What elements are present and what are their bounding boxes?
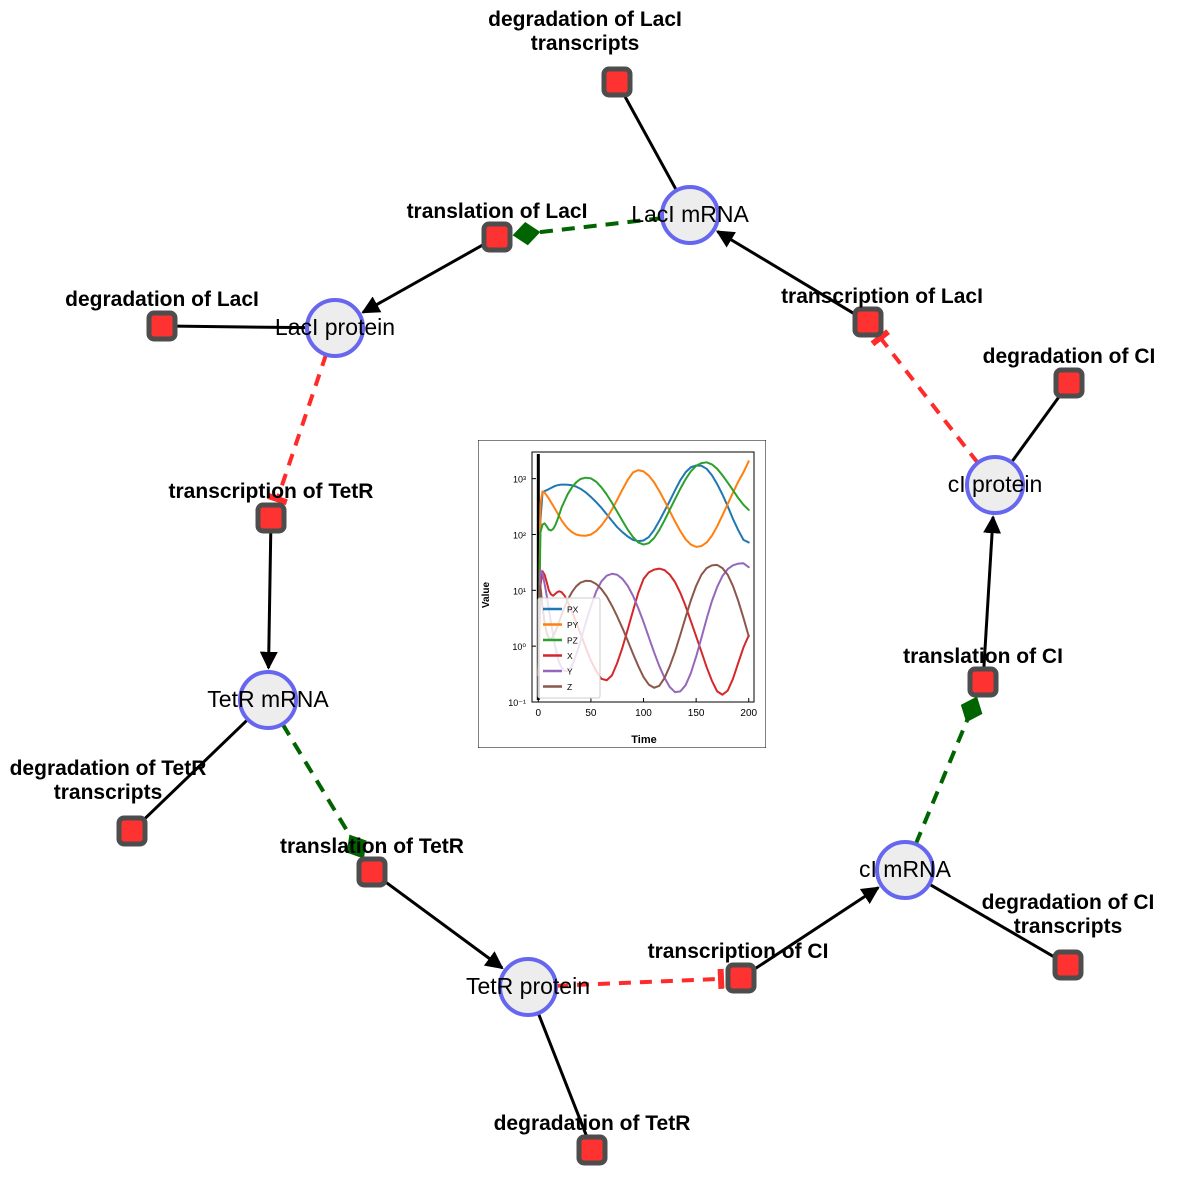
y-tick-label: 10⁰ [512,642,526,652]
x-tick-label: 0 [536,708,542,719]
chart-legend [537,597,601,699]
edge-substrate [259,531,278,670]
legend-label-PX: PX [567,605,579,615]
legend-label-PY: PY [567,620,579,630]
species-node[interactable] [305,298,365,358]
reaction-label: transcription of TetR [168,480,374,503]
y-tick-label: 10² [513,530,526,540]
reaction-node[interactable] [356,856,388,888]
reaction-node[interactable] [255,502,287,534]
reaction-node[interactable] [116,815,148,847]
legend-label-Z: Z [567,682,572,692]
y-tick-label: 10¹ [513,586,526,596]
edge-layer [141,93,1062,1138]
y-tick-label: 10⁻¹ [508,698,526,708]
y-tick-label: 10³ [513,475,526,485]
species-node[interactable] [660,185,720,245]
series-PZ [537,461,750,677]
species-label: LacI mRNA [631,201,749,228]
x-tick-label: 150 [688,708,705,719]
reaction-node[interactable] [1053,367,1085,399]
edge-substrate [928,882,1057,960]
reaction-label: translation of LacI [406,200,588,223]
x-tick-label: 100 [635,708,652,719]
reaction-node[interactable] [576,1134,608,1166]
reaction-node[interactable] [967,666,999,698]
edge-substrate [361,242,486,314]
edge-substrate [715,230,857,317]
reaction-node[interactable] [601,66,633,98]
species-node[interactable] [238,670,298,730]
edge-inhibition [266,353,328,506]
reaction-label: degradation of TetR transcripts [9,757,207,804]
chart-xlabel: Time [631,734,656,746]
series-PY [537,460,750,677]
edge-substrate [1010,393,1062,464]
reaction-node[interactable] [1052,949,1084,981]
x-tick-label: 200 [740,708,757,719]
reaction-label: transcription of CI [647,940,829,963]
plot-area: 10⁻¹ 10⁰ 10¹ 10² 10³ 0 50 100 150 200 PX PY PZ XYZ [508,451,758,719]
chart-ylabel: Value [481,582,492,609]
reaction-label: degradation of LacI transcripts [488,8,682,55]
edge-modifier [280,722,367,859]
edge-substrate [382,879,504,970]
edge-substrate [982,515,1002,669]
species-node[interactable] [875,840,935,900]
species-label: TetR mRNA [207,686,329,713]
legend-label-PZ: PZ [567,636,578,646]
legend-label-Y: Y [567,667,573,677]
series-PX [537,464,750,677]
reaction-node[interactable] [852,306,884,338]
reaction-label: degradation of TetR [493,1112,691,1135]
node-layer [116,66,1085,1166]
reaction-label: transcription of LacI [781,285,983,308]
species-label: LacI protein [274,314,396,341]
reaction-node[interactable] [146,310,178,342]
reaction-label: degradation of CI transcripts [981,891,1155,938]
edge-inhibition [555,968,725,989]
edge-substrate [141,718,249,823]
x-tick-label: 50 [585,708,597,719]
edge-modifier [913,696,983,845]
edge-modifier [512,216,663,246]
reaction-label: degradation of LacI [65,288,259,311]
species-label: cI mRNA [859,856,951,883]
species-node[interactable] [965,455,1025,515]
series-X [537,567,750,696]
edge-substrate [536,1012,589,1138]
species-label: cI protein [947,471,1043,498]
reaction-node[interactable] [481,221,513,253]
legend-label-X: X [567,651,573,661]
reaction-label: translation of TetR [280,835,464,858]
reaction-node[interactable] [725,962,757,994]
edge-substrate [622,93,678,192]
reaction-label: degradation of CI [982,345,1156,368]
species-node[interactable] [498,957,558,1017]
reaction-label: translation of CI [903,645,1063,668]
species-label: TetR protein [465,973,591,1000]
edge-substrate [751,886,880,972]
edge-inhibition [870,329,980,465]
edge-substrate [175,324,308,330]
inset-plot: 10⁻¹ 10⁰ 10¹ 10² 10³ 0 50 100 150 200 PX PY PZ X Y Z Ti… [478,440,766,748]
